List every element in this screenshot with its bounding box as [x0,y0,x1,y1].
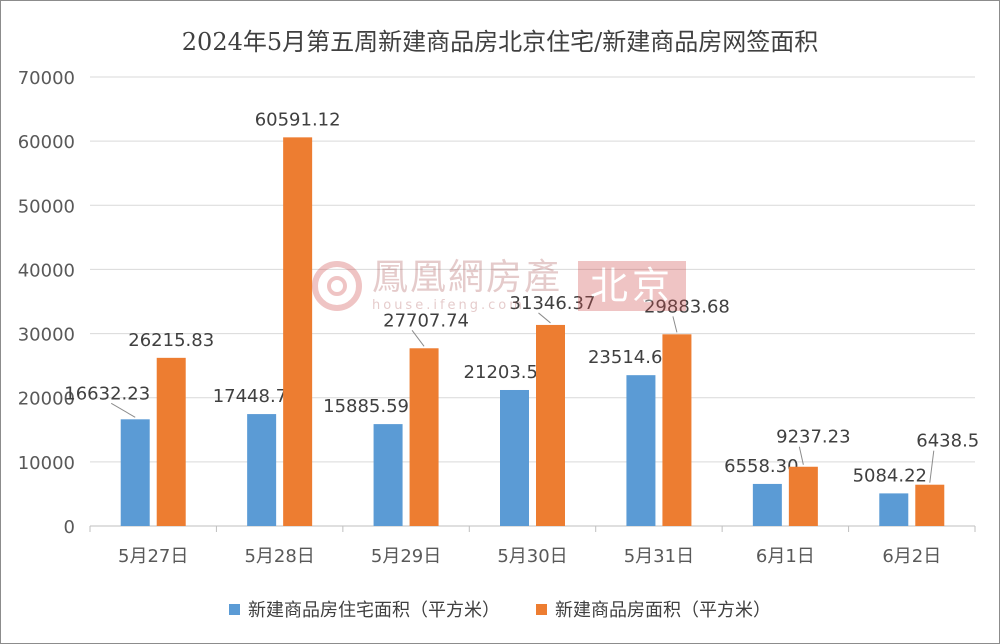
legend-label-total: 新建商品房面积（平方米） [555,600,771,621]
data-label: 5084.22 [853,465,927,486]
y-tick-label: 10000 [18,453,75,474]
bar-residential [500,389,529,526]
y-tick-label: 40000 [18,260,75,281]
data-label: 6558.30 [724,456,798,477]
bar-total [915,484,945,526]
bar-total [409,348,439,526]
data-label: 6438.5 [916,431,979,452]
data-label: 15885.59 [323,396,409,417]
legend-label-residential: 新建商品房住宅面积（平方米） [248,600,500,621]
y-tick-label: 0 [64,517,75,538]
data-label: 9237.23 [776,427,850,448]
y-tick-label: 20000 [18,389,75,410]
label-leader-line [411,329,425,347]
bar-residential [626,375,656,526]
x-tick-label: 5月28日 [244,546,314,567]
chart-legend: 新建商品房住宅面积（平方米） 新建商品房面积（平方米） [0,596,1000,622]
bar-total [283,137,313,526]
label-leader-line [798,446,804,465]
label-leader-line [538,312,551,324]
x-tick-label: 5月31日 [624,546,694,567]
legend-swatch-residential [229,603,240,615]
data-label: 60591.12 [255,109,341,130]
y-tick-label: 50000 [18,196,75,217]
bar-total [662,334,692,526]
bar-residential [373,424,403,526]
data-label: 16632.23 [64,383,150,404]
y-tick-label: 70000 [18,68,75,89]
data-label: 27707.74 [383,310,469,331]
data-label: 23514.61 [588,347,674,368]
data-label: 29883.68 [644,296,730,317]
legend-item-residential: 新建商品房住宅面积（平方米） [229,596,500,622]
x-tick-label: 6月2日 [882,546,941,567]
bar-residential [120,419,150,526]
data-label: 31346.37 [510,293,596,314]
chart-title: 2024年5月第五周新建商品房北京住宅/新建商品房网签面积 [181,28,819,56]
bar-total [156,357,186,526]
bar-total [788,466,818,526]
data-label: 26215.83 [128,330,214,351]
bar-total [536,324,565,526]
y-tick-label: 60000 [18,132,75,153]
x-tick-label: 6月1日 [756,546,815,567]
data-label: 21203.55 [464,362,550,383]
x-tick-label: 5月27日 [118,546,188,567]
y-tick-label: 30000 [18,325,75,346]
legend-swatch-total [536,603,547,615]
label-leader-line [929,450,935,483]
bar-residential [752,483,782,526]
label-leader-line [672,316,678,333]
data-label: 17448.75 [213,386,299,407]
x-tick-label: 5月30日 [497,546,567,567]
x-tick-label: 5月29日 [371,546,441,567]
bar-residential [879,493,909,526]
label-leader-line [110,402,136,418]
bar-residential [247,414,277,526]
legend-item-total: 新建商品房面积（平方米） [536,596,771,622]
